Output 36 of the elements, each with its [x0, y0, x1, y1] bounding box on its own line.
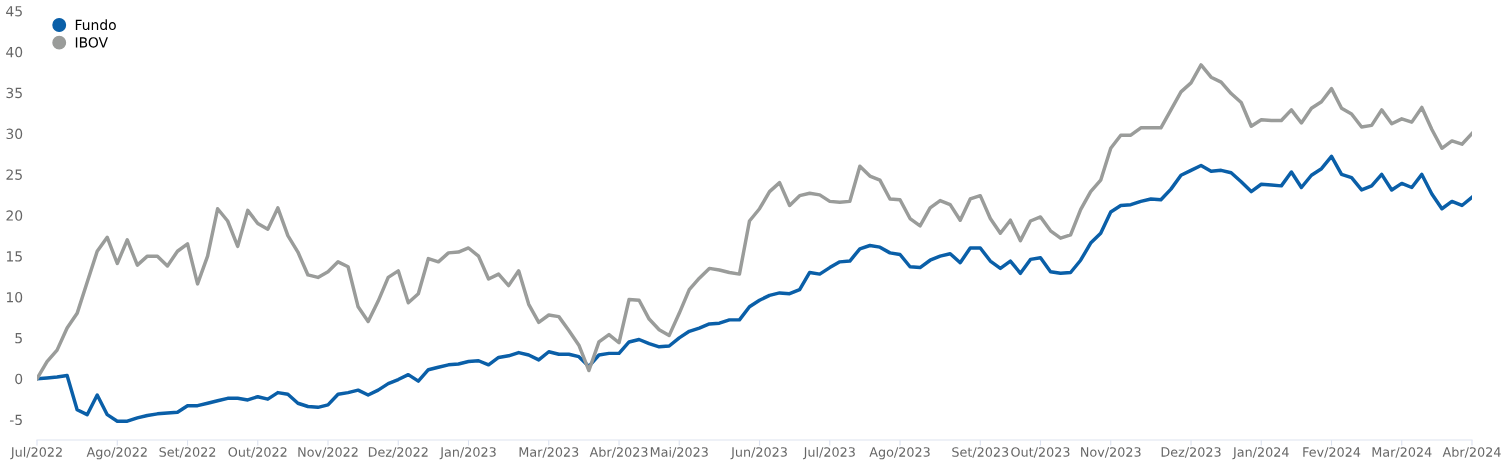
x-tick-label: Abr/2024 — [1442, 446, 1501, 458]
y-tick-label: 15 — [6, 251, 22, 262]
y-tick-label: 30 — [6, 128, 23, 140]
x-tick-label: Jul/2022 — [10, 446, 62, 460]
y-tick-label: 25 — [6, 169, 22, 180]
y-tick-label: 5 — [15, 333, 22, 344]
y-tick-label: 0 — [15, 373, 23, 385]
x-tick-label: Dez/2022 — [368, 447, 428, 458]
x-tick-label: Out/2023 — [1011, 447, 1070, 458]
y-tick-label: 35 — [6, 87, 22, 99]
x-tick-label: Nov/2022 — [298, 447, 358, 458]
x-tick-label: Mai/2023 — [650, 446, 708, 458]
x-tick-label: Mar/2024 — [1372, 447, 1432, 458]
y-tick-label: 20 — [6, 210, 23, 221]
legend-label: IBOV — [75, 37, 108, 48]
x-tick-label: Abr/2023 — [589, 446, 648, 458]
legend-label: Fundo — [75, 19, 116, 31]
x-tick-label: Jul/2023 — [802, 446, 855, 460]
x-tick-label: Out/2022 — [228, 447, 287, 458]
x-tick-label: Jan/2023 — [439, 447, 496, 460]
x-tick-label: Set/2023 — [952, 447, 1009, 458]
x-tick-label: Set/2022 — [159, 447, 216, 458]
y-tick-label: 45 — [6, 6, 22, 17]
x-tick-label: Ago/2022 — [86, 447, 147, 460]
y-tick-label: -5 — [9, 414, 22, 426]
x-tick-label: Mar/2023 — [519, 447, 579, 458]
x-tick-label: Nov/2023 — [1081, 447, 1141, 458]
y-tick-label: 40 — [6, 46, 23, 58]
y-tick-label: 10 — [6, 291, 23, 303]
x-tick-label: Jan/2024 — [1232, 447, 1289, 460]
x-tick-label: Jun/2023 — [730, 447, 787, 460]
line-series — [37, 154, 1472, 423]
x-tick-label: Dez/2023 — [1161, 447, 1221, 458]
line-series — [37, 63, 1472, 381]
x-tick-label: Fev/2024 — [1303, 447, 1361, 458]
x-tick-label: Ago/2023 — [869, 447, 930, 460]
